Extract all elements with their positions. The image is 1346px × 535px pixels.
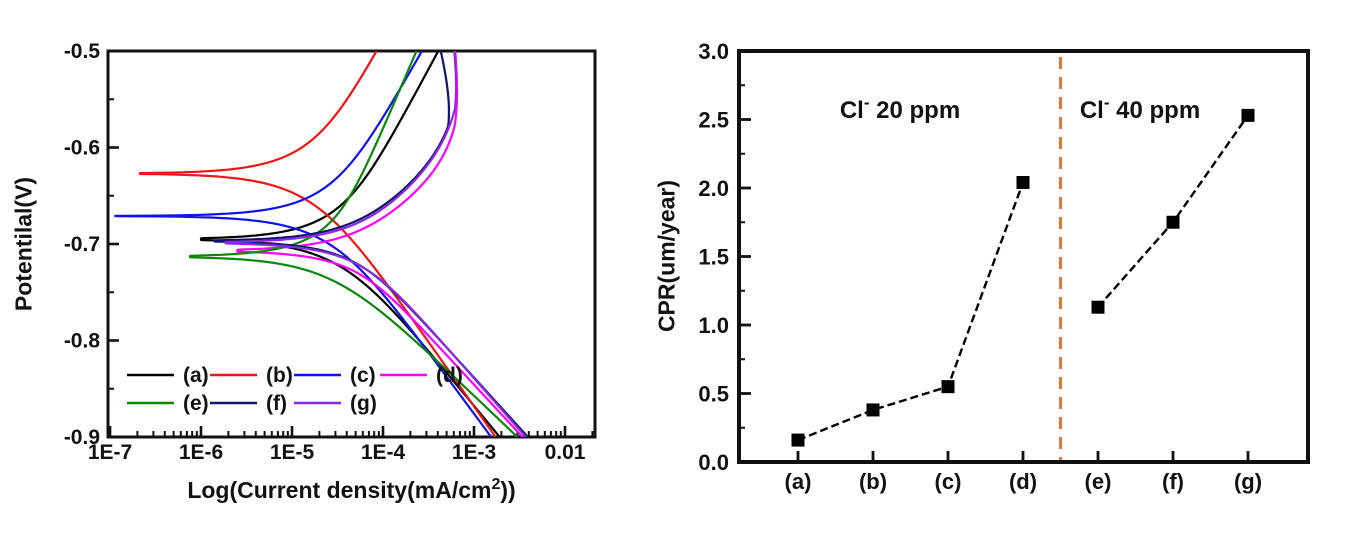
x-tick-label: 1E-4 (361, 441, 406, 464)
cpr-marker-(f) (1166, 215, 1180, 229)
x-category-label: (f) (1162, 469, 1184, 494)
cpr-line-2 (1097, 114, 1249, 308)
x-tick-label: 1E-7 (88, 441, 132, 464)
y-tick-label: 1.5 (698, 245, 729, 270)
annotation-cl-20ppm: Cl- 20 ppm (840, 93, 960, 125)
plot-frame (737, 49, 1310, 464)
legend-label-g: (g) (350, 392, 377, 415)
y-tick-label: 2.5 (698, 108, 729, 133)
y-tick-label: 3.0 (698, 39, 729, 64)
legend-label-d: (d) (436, 364, 463, 387)
y-tick-label: 2.0 (698, 176, 729, 201)
y-tick-label: -0.6 (64, 137, 100, 160)
x-axis-label-end: )) (500, 477, 516, 503)
legend-label-c: (c) (350, 364, 376, 387)
annotation-base: Cl (839, 97, 864, 124)
cpr-chart: 0.0 0.5 1.0 1.5 2.0 2.5 3.0 (a) (b) (c) (d) (e) (f) (… (698, 39, 1310, 494)
annotation-superscript-minus: - (863, 93, 870, 112)
legend-label-f: (f) (266, 392, 287, 415)
y-tick-label: 1.0 (698, 313, 729, 338)
tafel-curve-c (114, 51, 493, 437)
cpr-marker-(e) (1091, 300, 1105, 314)
tafel-curve-d (236, 51, 524, 437)
legend-label-a: (a) (183, 364, 209, 387)
x-tick-label: 1E-5 (270, 441, 315, 464)
polarization-y-axis-label: Potentilal(V) (10, 176, 37, 312)
x-category-label: (g) (1234, 469, 1262, 494)
y-tick-label: -0.7 (64, 233, 100, 256)
tafel-curves (114, 51, 529, 437)
cpr-line-1 (797, 182, 1025, 442)
x-category-label: (b) (859, 469, 887, 494)
annotation-base: Cl (1079, 97, 1104, 124)
y-tick-label: -0.5 (64, 40, 101, 63)
x-tick-label: 1E-6 (179, 441, 223, 464)
y-tick-label: 0.0 (698, 450, 729, 475)
x-category-label: (d) (1009, 469, 1037, 494)
legend: (a) (b) (c) (d) (e) (f) (g) (127, 364, 463, 415)
y-tick-label: 0.5 (698, 382, 729, 407)
polarization-x-axis-label: Log(Current density(mA/cm2)) (108, 476, 595, 504)
cpr-marker-(c) (941, 380, 955, 394)
annotation-superscript-minus: - (1103, 93, 1110, 112)
annotation-rest: 20 ppm (869, 97, 961, 124)
x-tick-label: 1E-3 (452, 441, 496, 464)
cpr-y-axis-label: CPR(um/year) (653, 179, 680, 333)
cpr-marker-(g) (1241, 108, 1255, 122)
tafel-curve-g (224, 51, 527, 437)
polarization-chart: 1E-7 1E-6 1E-5 1E-4 1E-3 0.01 -0.5 -0.6 -0.7 -0.8… (64, 40, 597, 464)
y-tick-label: -0.8 (64, 330, 101, 353)
x-category-label: (a) (785, 469, 812, 494)
x-tick-label: 0.01 (545, 441, 586, 464)
x-category-label: (c) (935, 469, 962, 494)
x-axis-label-superscript: 2 (491, 476, 501, 493)
legend-label-e: (e) (183, 392, 209, 415)
annotation-rest: 40 ppm (1109, 97, 1201, 124)
cpr-marker-(b) (866, 403, 880, 417)
x-axis-label-main: Log(Current density(mA/cm (187, 477, 492, 503)
tafel-curve-e (189, 51, 519, 437)
y-tick-label: -0.9 (64, 426, 100, 449)
annotation-cl-40ppm: Cl- 40 ppm (1080, 93, 1200, 125)
cpr-marker-(a) (791, 433, 805, 447)
x-category-label: (e) (1085, 469, 1112, 494)
cpr-marker-(d) (1016, 176, 1030, 190)
legend-label-b: (b) (266, 364, 293, 387)
